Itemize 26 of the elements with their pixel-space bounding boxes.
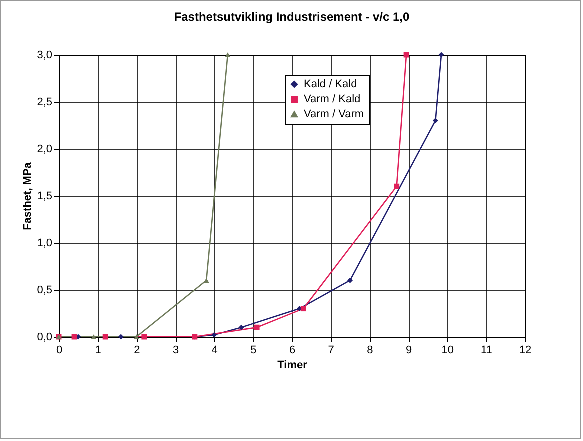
- y-tick-label: 1,0: [37, 238, 52, 250]
- x-tick-label: 0: [56, 344, 63, 356]
- x-tick-label: 8: [367, 344, 374, 356]
- x-tick-label: 5: [250, 344, 257, 356]
- x-tick-label: 11: [480, 344, 492, 356]
- x-axis-title: Timer: [278, 360, 308, 372]
- y-tick-label: 1,5: [37, 190, 52, 202]
- x-tick-label: 12: [519, 344, 532, 356]
- x-tick-label: 6: [289, 344, 296, 356]
- y-tick-label: 0,5: [37, 284, 52, 296]
- legend-label: Varm / Varm: [304, 108, 364, 120]
- y-tick-label: 2,5: [37, 96, 52, 108]
- legend-label: Kald / Kald: [304, 78, 358, 90]
- legend-label: Varm / Kald: [304, 94, 361, 106]
- x-tick-label: 9: [406, 344, 412, 356]
- y-tick-label: 3,0: [37, 50, 52, 62]
- x-tick-label: 4: [212, 344, 218, 356]
- chart-title: Fasthetsutvikling Industrisement - v/c 1,0: [174, 10, 410, 24]
- x-tick-label: 2: [134, 344, 140, 356]
- y-tick-label: 0,0: [37, 332, 52, 344]
- y-axis-title: Fasthet, MPa: [22, 162, 34, 230]
- x-tick-label: 3: [172, 344, 180, 356]
- y-tick-label: 2,0: [37, 144, 52, 156]
- x-tick-label: 10: [442, 344, 454, 356]
- x-tick-label: 1: [95, 344, 102, 356]
- x-tick-label: 7: [328, 344, 334, 356]
